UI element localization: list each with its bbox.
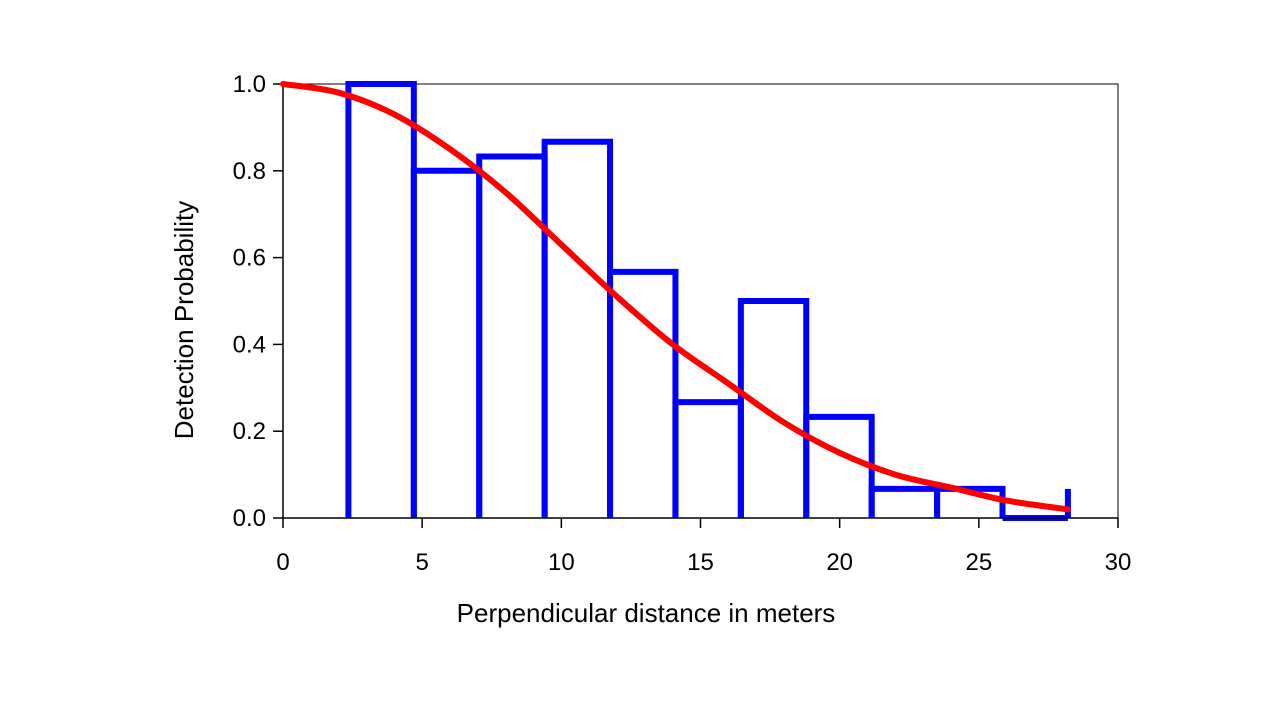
x-tick-label: 0 xyxy=(276,549,289,576)
y-tick-label: 0.8 xyxy=(233,158,266,185)
x-tick-label: 20 xyxy=(826,549,853,576)
histogram-bar xyxy=(737,298,810,518)
x-tick-label: 5 xyxy=(415,549,428,576)
y-tick-label: 0.2 xyxy=(233,418,266,445)
y-tick-label: 0.0 xyxy=(233,505,266,532)
axes xyxy=(273,83,1119,528)
x-tick-label: 10 xyxy=(548,549,575,576)
x-tick-label: 25 xyxy=(965,549,992,576)
x-tick-label: 15 xyxy=(687,549,714,576)
y-tick-label: 1.0 xyxy=(233,71,266,98)
fitted-curve-line xyxy=(280,81,1071,513)
histogram-bar xyxy=(934,485,1006,518)
y-axis-title: Detection Probability xyxy=(169,201,199,439)
fitted-curve xyxy=(280,81,1071,513)
x-axis-title: Perpendicular distance in meters xyxy=(457,598,836,628)
y-tick-label: 0.4 xyxy=(233,331,266,358)
histogram-bar xyxy=(607,268,679,518)
x-tick-label: 30 xyxy=(1105,549,1132,576)
y-tick-label: 0.6 xyxy=(233,245,266,272)
tick-labels: 0.0 0.2 0.4 0.6 0.8 1.0 0 5 10 15 20 25 30 xyxy=(233,71,1132,576)
plot-area xyxy=(282,83,1119,519)
